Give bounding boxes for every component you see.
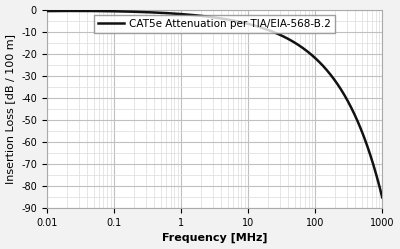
CAT5e Attenuation per TIA/EIA-568-B.2 [320, 64, 325, 67]
CAT5e Attenuation per TIA/EIA-568-B.2 [246, 22, 250, 25]
CAT5e Attenuation per TIA/EIA-568-B.2 [44, 10, 49, 13]
CAT5e Attenuation per TIA/EIA-568-B.2 [380, 196, 384, 199]
CAT5e Attenuation per TIA/EIA-568-B.2 [172, 12, 177, 15]
CAT5e Attenuation per TIA/EIA-568-B.2 [105, 10, 110, 13]
CAT5e Attenuation per TIA/EIA-568-B.2 [262, 27, 267, 30]
Y-axis label: Insertion Loss [dB / 100 m]: Insertion Loss [dB / 100 m] [6, 34, 16, 184]
CAT5e Attenuation per TIA/EIA-568-B.2 [295, 43, 300, 46]
CAT5e Attenuation per TIA/EIA-568-B.2 [71, 9, 76, 12]
Legend: CAT5e Attenuation per TIA/EIA-568-B.2: CAT5e Attenuation per TIA/EIA-568-B.2 [94, 15, 335, 33]
Line: CAT5e Attenuation per TIA/EIA-568-B.2: CAT5e Attenuation per TIA/EIA-568-B.2 [47, 11, 382, 197]
X-axis label: Frequency [MHz]: Frequency [MHz] [162, 233, 267, 244]
